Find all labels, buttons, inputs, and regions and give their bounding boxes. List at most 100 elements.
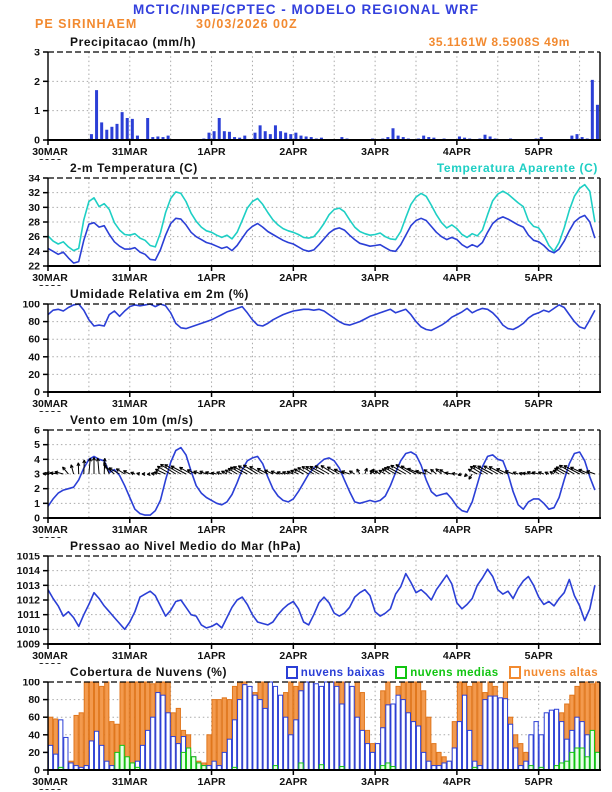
svg-text:1APR: 1APR	[198, 398, 226, 410]
svg-text:4APR: 4APR	[443, 650, 471, 662]
svg-text:1APR: 1APR	[198, 146, 226, 158]
svg-text:4APR: 4APR	[443, 272, 471, 284]
svg-text:3APR: 3APR	[361, 398, 389, 410]
low-clouds-swatch-icon	[285, 666, 298, 679]
svg-text:30MAR: 30MAR	[32, 650, 68, 662]
svg-text:0: 0	[34, 765, 40, 777]
panel-title-pressure: Pressao ao Nivel Medio do Mar (hPa)	[70, 539, 302, 553]
svg-text:40: 40	[28, 351, 40, 363]
svg-text:2APR: 2APR	[279, 146, 307, 158]
svg-text:4APR: 4APR	[443, 398, 471, 410]
svg-text:5APR: 5APR	[525, 272, 553, 284]
svg-text:24: 24	[28, 246, 40, 258]
cloud-legend: nuvens baixas nuvens medias nuvens altas	[285, 666, 598, 679]
svg-text:3APR: 3APR	[361, 146, 389, 158]
svg-text:5APR: 5APR	[525, 398, 553, 410]
svg-text:26: 26	[28, 231, 40, 243]
svg-text:31MAR: 31MAR	[112, 146, 148, 158]
svg-text:0: 0	[34, 513, 40, 525]
svg-text:30MAR: 30MAR	[32, 776, 68, 788]
legend-item-high-clouds: nuvens altas	[508, 666, 598, 679]
apparent-temperature-label: Temperatura Aparente (C)	[436, 161, 598, 175]
svg-text:1010: 1010	[17, 624, 41, 636]
svg-text:28: 28	[28, 217, 40, 229]
header: MCTIC/INPE/CPTEC - MODELO REGIONAL WRF P…	[0, 0, 612, 34]
panel-title-cloud-cover: Cobertura de Nuvens (%)	[70, 665, 228, 679]
svg-text:60: 60	[28, 712, 40, 724]
svg-text:30MAR: 30MAR	[32, 272, 68, 284]
panel-pressure: Pressao ao Nivel Medio do Mar (hPa) 1009…	[0, 538, 612, 664]
svg-text:1APR: 1APR	[198, 272, 226, 284]
panel-title-wind: Vento em 10m (m/s)	[70, 413, 194, 427]
svg-text:2026: 2026	[38, 157, 62, 160]
svg-text:2026: 2026	[38, 283, 62, 286]
svg-text:1APR: 1APR	[198, 650, 226, 662]
legend-item-mid-clouds: nuvens medias	[395, 666, 498, 679]
svg-text:5APR: 5APR	[525, 650, 553, 662]
svg-text:2026: 2026	[38, 535, 62, 538]
svg-text:30: 30	[28, 202, 40, 214]
model-title: MCTIC/INPE/CPTEC - MODELO REGIONAL WRF	[133, 2, 479, 17]
svg-text:31MAR: 31MAR	[112, 524, 148, 536]
svg-text:1015: 1015	[17, 553, 41, 563]
svg-text:2APR: 2APR	[279, 272, 307, 284]
panel-title-humidity: Umidade Relativa em 2m (%)	[70, 287, 249, 301]
svg-text:1012: 1012	[17, 595, 41, 607]
svg-text:30MAR: 30MAR	[32, 524, 68, 536]
svg-text:4APR: 4APR	[443, 146, 471, 158]
svg-text:0: 0	[34, 135, 40, 147]
svg-text:40: 40	[28, 729, 40, 741]
svg-text:5APR: 5APR	[525, 146, 553, 158]
svg-text:30MAR: 30MAR	[32, 146, 68, 158]
svg-text:1009: 1009	[17, 639, 41, 651]
svg-text:2: 2	[34, 76, 40, 88]
cloud-cover-chart: 0 20 40 60 80 100 30MAR 31MAR 1APR 2APR 3APR 4APR 5A…	[22, 679, 601, 790]
svg-text:31MAR: 31MAR	[112, 272, 148, 284]
svg-text:100: 100	[22, 679, 40, 689]
humidity-chart: 0 20 40 60 80 100 30MAR 31MAR 1APR 2APR 3APR 4APR 5A…	[22, 301, 601, 412]
svg-text:3: 3	[34, 469, 40, 481]
svg-text:2026: 2026	[38, 409, 62, 412]
svg-text:4APR: 4APR	[443, 776, 471, 788]
panel-title-precipitation: Precipitacao (mm/h)	[70, 35, 197, 49]
legend-item-low-clouds: nuvens baixas	[285, 666, 385, 679]
svg-text:5APR: 5APR	[525, 524, 553, 536]
svg-text:2APR: 2APR	[279, 524, 307, 536]
svg-text:31MAR: 31MAR	[112, 650, 148, 662]
svg-text:5APR: 5APR	[525, 776, 553, 788]
svg-text:22: 22	[28, 261, 40, 273]
svg-text:31MAR: 31MAR	[112, 776, 148, 788]
svg-text:80: 80	[28, 694, 40, 706]
svg-text:3APR: 3APR	[361, 650, 389, 662]
panel-wind: Vento em 10m (m/s) 0 1 2 3 4 5 6 30MAR 31MAR 1APR…	[0, 412, 612, 538]
svg-text:2APR: 2APR	[279, 398, 307, 410]
svg-text:20: 20	[28, 747, 40, 759]
location-coordinates: 35.1161W 8.5908S 49m	[428, 35, 570, 49]
svg-text:2APR: 2APR	[279, 776, 307, 788]
svg-text:31MAR: 31MAR	[112, 398, 148, 410]
panel-temperature: 2-m Temperatura (C) Temperatura Aparente…	[0, 160, 612, 286]
svg-text:32: 32	[28, 187, 40, 199]
svg-text:5: 5	[34, 439, 40, 451]
svg-text:34: 34	[28, 175, 40, 185]
svg-text:2026: 2026	[38, 661, 62, 664]
svg-text:4APR: 4APR	[443, 524, 471, 536]
svg-text:3: 3	[34, 49, 40, 59]
svg-text:2APR: 2APR	[279, 650, 307, 662]
svg-text:60: 60	[28, 334, 40, 346]
svg-text:3APR: 3APR	[361, 524, 389, 536]
svg-text:30MAR: 30MAR	[32, 398, 68, 410]
station-name: PE SIRINHAEM	[35, 17, 138, 31]
svg-text:3APR: 3APR	[361, 272, 389, 284]
svg-text:6: 6	[34, 427, 40, 437]
svg-text:3APR: 3APR	[361, 776, 389, 788]
run-datetime: 30/03/2026 00Z	[196, 17, 298, 31]
svg-text:20: 20	[28, 369, 40, 381]
mid-clouds-swatch-icon	[395, 666, 408, 679]
panel-precipitation: Precipitacao (mm/h) 35.1161W 8.5908S 49m…	[0, 34, 612, 160]
pressure-chart: 1009 1010 1011 1012 1013 1014 1015 30MAR 31MAR 1A…	[17, 553, 601, 664]
svg-text:100: 100	[22, 301, 40, 311]
svg-text:2: 2	[34, 483, 40, 495]
panel-humidity: Umidade Relativa em 2m (%) 0 20 40 60 80 100 3…	[0, 286, 612, 412]
